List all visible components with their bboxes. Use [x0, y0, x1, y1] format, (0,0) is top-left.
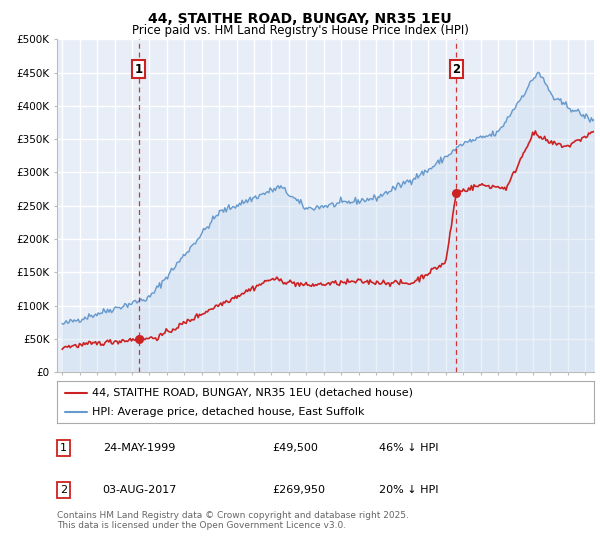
Text: 1: 1	[60, 443, 67, 453]
Text: 2: 2	[452, 63, 460, 76]
Text: HPI: Average price, detached house, East Suffolk: HPI: Average price, detached house, East…	[92, 407, 364, 417]
Text: £49,500: £49,500	[272, 443, 317, 453]
Text: 46% ↓ HPI: 46% ↓ HPI	[379, 443, 439, 453]
Text: Contains HM Land Registry data © Crown copyright and database right 2025.
This d: Contains HM Land Registry data © Crown c…	[57, 511, 409, 530]
Text: 44, STAITHE ROAD, BUNGAY, NR35 1EU: 44, STAITHE ROAD, BUNGAY, NR35 1EU	[148, 12, 452, 26]
Text: 03-AUG-2017: 03-AUG-2017	[103, 485, 177, 495]
Text: Price paid vs. HM Land Registry's House Price Index (HPI): Price paid vs. HM Land Registry's House …	[131, 24, 469, 37]
Text: 1: 1	[135, 63, 143, 76]
Text: £269,950: £269,950	[272, 485, 325, 495]
Text: 44, STAITHE ROAD, BUNGAY, NR35 1EU (detached house): 44, STAITHE ROAD, BUNGAY, NR35 1EU (deta…	[92, 388, 413, 398]
Text: 24-MAY-1999: 24-MAY-1999	[103, 443, 175, 453]
Text: 20% ↓ HPI: 20% ↓ HPI	[379, 485, 439, 495]
Text: 2: 2	[60, 485, 67, 495]
